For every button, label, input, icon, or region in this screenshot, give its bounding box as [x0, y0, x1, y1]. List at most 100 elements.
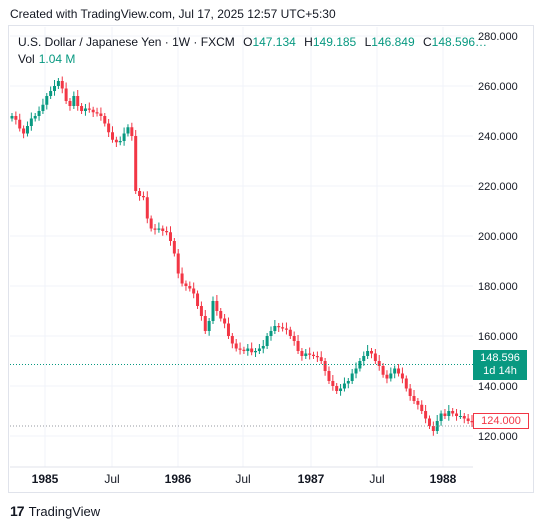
candle-body[interactable]: [385, 374, 389, 379]
candle-body[interactable]: [41, 104, 45, 111]
candle-body[interactable]: [168, 232, 172, 241]
candle-body[interactable]: [439, 413, 443, 422]
candle-body[interactable]: [284, 328, 288, 330]
chart-frame[interactable]: 120.000 140.000 160.000 180.000 200.000 220.0…: [8, 25, 534, 493]
candle-body[interactable]: [358, 361, 362, 369]
candle-body[interactable]: [431, 426, 435, 431]
candle-body[interactable]: [68, 101, 72, 106]
candle-body[interactable]: [424, 411, 428, 419]
candle-body[interactable]: [99, 113, 103, 117]
candle-body[interactable]: [91, 109, 95, 113]
candle-body[interactable]: [312, 354, 316, 356]
candle-body[interactable]: [257, 348, 261, 352]
candle-body[interactable]: [335, 386, 339, 391]
candle-body[interactable]: [165, 231, 169, 233]
candle-body[interactable]: [451, 411, 455, 414]
candle-body[interactable]: [269, 331, 273, 336]
candle-body[interactable]: [470, 421, 474, 423]
candle-body[interactable]: [145, 197, 149, 219]
candle-body[interactable]: [196, 293, 200, 307]
candle-body[interactable]: [203, 316, 207, 331]
candle-body[interactable]: [230, 336, 234, 344]
candle-body[interactable]: [56, 81, 60, 86]
candle-body[interactable]: [199, 306, 203, 316]
candle-body[interactable]: [45, 96, 49, 105]
candle-body[interactable]: [153, 228, 157, 230]
candle-body[interactable]: [265, 336, 269, 346]
candle-body[interactable]: [447, 411, 451, 416]
candle-body[interactable]: [408, 388, 412, 397]
candle-body[interactable]: [404, 378, 408, 389]
candle-body[interactable]: [25, 126, 29, 134]
candle-body[interactable]: [427, 418, 431, 427]
candle-body[interactable]: [416, 401, 420, 405]
candle-body[interactable]: [10, 116, 14, 119]
candle-body[interactable]: [339, 388, 343, 392]
candle-body[interactable]: [327, 371, 331, 381]
candle-body[interactable]: [60, 81, 64, 89]
candle-body[interactable]: [373, 353, 377, 362]
candle-body[interactable]: [304, 353, 308, 357]
candle-body[interactable]: [346, 381, 350, 384]
candle-body[interactable]: [184, 283, 188, 287]
candle-body[interactable]: [315, 356, 319, 358]
candle-body[interactable]: [342, 383, 346, 389]
candle-body[interactable]: [292, 336, 296, 341]
candle-body[interactable]: [443, 413, 447, 417]
candle-body[interactable]: [64, 88, 68, 102]
candle-body[interactable]: [234, 343, 238, 349]
candle-body[interactable]: [149, 218, 153, 229]
candle-body[interactable]: [308, 353, 312, 355]
candle-body[interactable]: [277, 326, 281, 328]
candle-body[interactable]: [350, 373, 354, 382]
candle-body[interactable]: [176, 253, 180, 274]
candle-body[interactable]: [188, 286, 192, 289]
candle-body[interactable]: [389, 373, 393, 379]
candle-body[interactable]: [254, 351, 258, 353]
candle-body[interactable]: [122, 133, 126, 142]
candlestick-chart[interactable]: 120.000 140.000 160.000 180.000 200.000 220.0…: [9, 26, 533, 492]
candle-body[interactable]: [393, 368, 397, 374]
candle-body[interactable]: [354, 368, 358, 374]
candle-body[interactable]: [397, 368, 401, 374]
candle-body[interactable]: [192, 288, 196, 294]
candle-body[interactable]: [319, 357, 323, 361]
candle-body[interactable]: [180, 273, 184, 284]
candle-body[interactable]: [462, 416, 466, 419]
candle-body[interactable]: [226, 323, 230, 337]
candle-body[interactable]: [95, 112, 99, 114]
candle-body[interactable]: [362, 356, 366, 361]
candle-body[interactable]: [22, 128, 26, 134]
candle-body[interactable]: [381, 366, 385, 375]
candle-body[interactable]: [172, 241, 176, 254]
candle-body[interactable]: [37, 111, 41, 116]
candle-body[interactable]: [400, 373, 404, 379]
candle-body[interactable]: [242, 349, 246, 351]
candle-body[interactable]: [273, 326, 277, 331]
candle-body[interactable]: [215, 301, 219, 311]
candle-body[interactable]: [369, 351, 373, 354]
candle-body[interactable]: [250, 348, 254, 353]
candle-body[interactable]: [366, 351, 370, 356]
candle-body[interactable]: [458, 416, 462, 417]
candle-body[interactable]: [207, 321, 211, 331]
candle-body[interactable]: [53, 86, 57, 91]
candle-body[interactable]: [420, 404, 424, 411]
candle-body[interactable]: [261, 346, 265, 349]
candle-body[interactable]: [219, 311, 223, 319]
candle-body[interactable]: [134, 136, 138, 191]
candle-body[interactable]: [323, 361, 327, 371]
candle-body[interactable]: [18, 119, 22, 129]
candle-body[interactable]: [161, 228, 165, 232]
candle-body[interactable]: [138, 191, 142, 196]
candle-body[interactable]: [331, 381, 335, 386]
candle-body[interactable]: [157, 228, 161, 230]
candle-body[interactable]: [296, 341, 300, 351]
candle-body[interactable]: [29, 118, 33, 127]
candle-body[interactable]: [118, 141, 122, 143]
candle-body[interactable]: [111, 132, 115, 140]
candle-body[interactable]: [80, 106, 84, 111]
candle-body[interactable]: [76, 96, 80, 106]
candle-body[interactable]: [288, 329, 292, 336]
candle-body[interactable]: [246, 348, 250, 352]
